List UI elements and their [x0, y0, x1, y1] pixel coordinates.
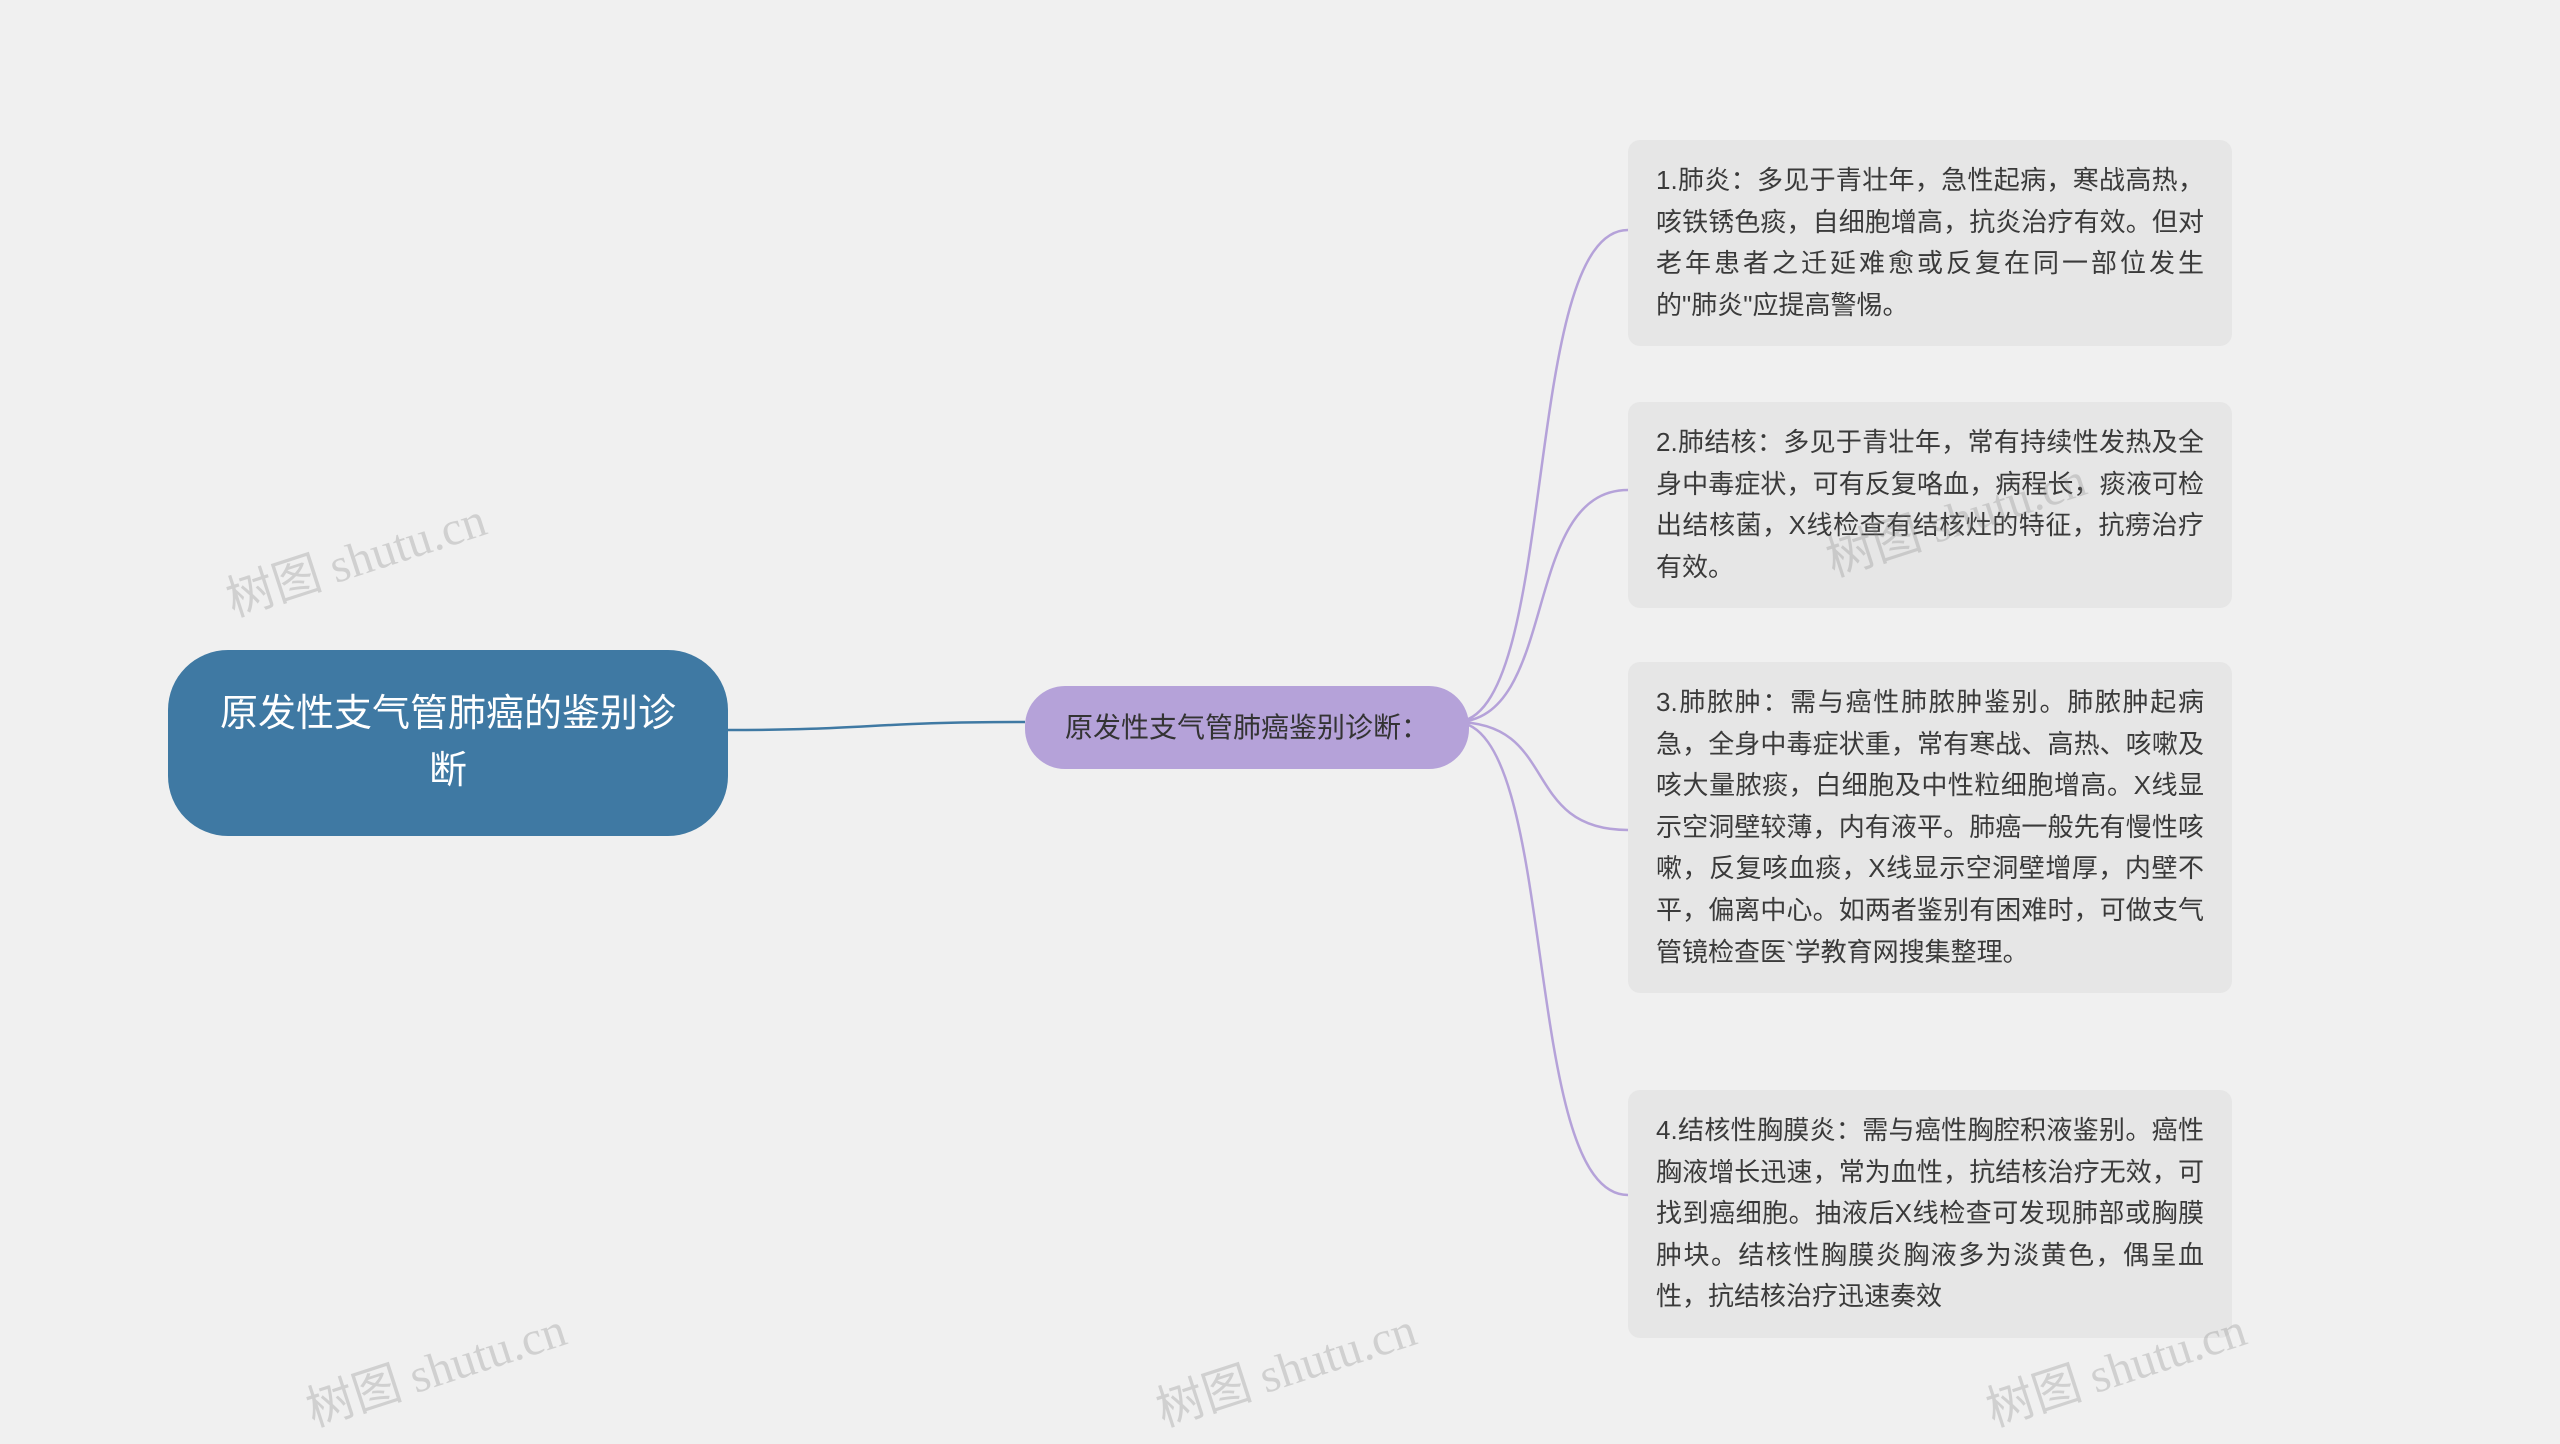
edge-sub-leaf3 — [1455, 722, 1628, 830]
leaf-node-2[interactable]: 2.肺结核：多见于青壮年，常有持续性发热及全身中毒症状，可有反复咯血，病程长，痰… — [1628, 402, 2232, 608]
edge-sub-leaf1 — [1455, 230, 1628, 722]
mindmap-canvas: 原发性支气管肺癌的鉴别诊断 原发性支气管肺癌鉴别诊断： 1.肺炎：多见于青壮年，… — [0, 0, 2560, 1444]
edge-sub-leaf2 — [1455, 490, 1628, 722]
watermark: 树图 shutu.cn — [1146, 1290, 1424, 1440]
leaf-node-3[interactable]: 3.肺脓肿：需与癌性肺脓肿鉴别。肺脓肿起病急，全身中毒症状重，常有寒战、高热、咳… — [1628, 662, 2232, 993]
leaf-node-1[interactable]: 1.肺炎：多见于青壮年，急性起病，寒战高热，咳铁锈色痰，自细胞增高，抗炎治疗有效… — [1628, 140, 2232, 346]
leaf-node-4[interactable]: 4.结核性胸膜炎：需与癌性胸腔积液鉴别。癌性胸液增长迅速，常为血性，抗结核治疗无… — [1628, 1090, 2232, 1338]
watermark: 树图 shutu.cn — [296, 1290, 574, 1440]
watermark: 树图 shutu.cn — [216, 480, 494, 630]
sub-node[interactable]: 原发性支气管肺癌鉴别诊断： — [1025, 686, 1469, 769]
edge-sub-leaf4 — [1455, 722, 1628, 1195]
root-node[interactable]: 原发性支气管肺癌的鉴别诊断 — [168, 650, 728, 836]
edge-root-sub — [728, 722, 1025, 730]
